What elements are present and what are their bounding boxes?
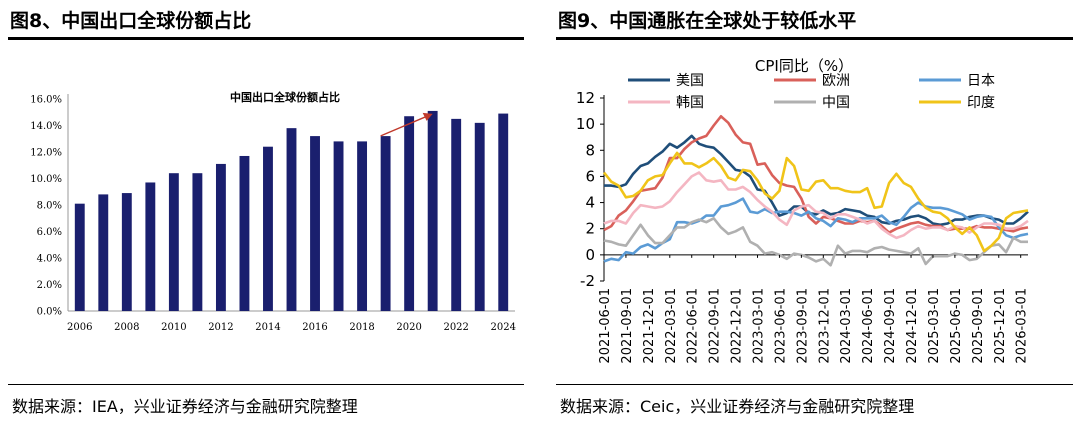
- x-tick-label: 2024-12-01: [905, 288, 920, 364]
- x-tick-label: 2025-06-01: [949, 288, 964, 364]
- legend-label: 印度: [967, 95, 995, 111]
- bar-2021: [427, 110, 438, 311]
- bar-2015: [286, 128, 297, 311]
- x-tick-label: 2023-06-01: [773, 288, 788, 364]
- y-tick-label: 6: [585, 167, 595, 185]
- figure-8-title: 图8、中国出口全球份额占比: [10, 10, 252, 32]
- bar-2010: [168, 173, 179, 311]
- legend-label: 欧洲: [822, 73, 850, 89]
- y-tick-label: 14.0%: [30, 121, 62, 132]
- bar-chart: 中国出口全球份额占比 0.0% 2.0% 4.0% 6.0% 8.0% 10.0% 12.0%…: [30, 90, 516, 333]
- bar-2022: [451, 118, 462, 311]
- y-tick-label: 0: [585, 246, 595, 264]
- x-tick-label: 2012: [208, 322, 233, 333]
- bar-2020: [404, 116, 415, 311]
- x-tick-label: 2022-03-01: [664, 288, 679, 364]
- legend-label: 美国: [676, 73, 704, 89]
- figure-9-bottom-rule: [556, 384, 1073, 385]
- x-tick-label: 2021-09-01: [620, 288, 635, 364]
- y-tick-label: 12.0%: [30, 148, 62, 159]
- figure-9-top-rule: [556, 37, 1073, 40]
- x-tick-label: 2025-03-01: [927, 288, 942, 364]
- x-tick-label: 2022-06-01: [686, 288, 701, 364]
- bar-2009: [145, 182, 156, 311]
- x-tick-label: 2026-03-01: [1015, 288, 1030, 364]
- bar-2019: [380, 136, 391, 311]
- y-tick-label: 2: [585, 220, 595, 238]
- bar-2013: [239, 155, 250, 311]
- x-tick-label: 2021-06-01: [598, 288, 613, 364]
- line-chart-title: CPI同比（%）: [755, 57, 853, 75]
- x-tick-label: 2006: [67, 322, 92, 333]
- bar-2007: [98, 194, 109, 311]
- x-tick-label: 2021-12-01: [642, 288, 657, 364]
- x-tick-label: 2025-12-01: [993, 288, 1008, 364]
- bar-2008: [121, 193, 132, 311]
- bar-2018: [357, 141, 368, 311]
- y-tick-label: 4: [585, 194, 595, 212]
- bar-2023: [474, 122, 485, 311]
- y-tick-label: 4.0%: [37, 254, 62, 265]
- x-tick-label: 2023-12-01: [817, 288, 832, 364]
- y-tick-label: 10: [576, 115, 595, 133]
- series-line-5: [602, 151, 1029, 253]
- figure-8-panel: 图8、中国出口全球份额占比 中国出口全球份额占比 0.0% 2.0% 4.0% 6.0%…: [0, 0, 530, 421]
- x-tick-label: 2010: [161, 322, 186, 333]
- annotation-arrow-head: [422, 112, 433, 121]
- figure-8-bottom-rule: [8, 384, 524, 385]
- y-tick-label: 6.0%: [37, 227, 62, 238]
- x-tick-label: 2016: [302, 322, 327, 333]
- y-tick-label: 16.0%: [30, 95, 62, 106]
- bar-2014: [263, 146, 273, 311]
- x-tick-label: 2024-06-01: [861, 288, 876, 364]
- y-tick-label: 10.0%: [30, 174, 62, 185]
- legend-label: 日本: [967, 73, 995, 89]
- x-tick-label: 2022: [443, 322, 468, 333]
- y-tick-label: 8.0%: [37, 201, 62, 212]
- y-tick-label: 2.0%: [37, 280, 62, 291]
- x-tick-label: 2014: [255, 322, 280, 333]
- series-line-2: [603, 197, 1029, 263]
- y-tick-label: -2: [580, 272, 595, 290]
- legend-label: 韩国: [676, 95, 704, 111]
- series-line-3: [603, 171, 1029, 240]
- y-tick-label: 0.0%: [37, 307, 62, 318]
- y-tick-label: 12: [576, 89, 595, 107]
- x-tick-label: 2022-12-01: [730, 288, 745, 364]
- figure-9-panel: 图9、中国通胀在全球处于较低水平 CPI同比（%） 美国 欧洲 日本韩国 中国 印度 -2 0…: [548, 0, 1079, 421]
- x-tick-label: 2024-09-01: [883, 288, 898, 364]
- x-tick-label: 2022-09-01: [708, 288, 723, 364]
- x-tick-label: 2020: [396, 322, 421, 333]
- bar-2006: [74, 203, 85, 311]
- x-tick-label: 2023-09-01: [795, 288, 810, 364]
- x-tick-label: 2018: [349, 322, 374, 333]
- figure-9-source: 数据来源：Ceic，兴业证券经济与金融研究院整理: [560, 397, 915, 416]
- bar-chart-title: 中国出口全球份额占比: [230, 90, 340, 104]
- annotation-arrow-shaft: [380, 115, 428, 137]
- bar-2011: [192, 173, 203, 311]
- figure-8-top-rule: [8, 37, 524, 40]
- x-tick-label: 2024: [491, 322, 516, 333]
- bar-2012: [215, 163, 226, 311]
- series-line-4: [603, 217, 1028, 267]
- x-tick-label: 2025-09-01: [971, 288, 986, 364]
- x-tick-label: 2023-03-01: [752, 288, 767, 364]
- bar-2016: [310, 136, 320, 311]
- x-tick-label: 2008: [114, 322, 139, 333]
- x-tick-label: 2024-03-01: [839, 288, 854, 364]
- y-tick-label: 8: [585, 141, 595, 159]
- figure-9-title: 图9、中国通胀在全球处于较低水平: [558, 10, 857, 32]
- bar-2024: [498, 113, 509, 311]
- series-line-0: [604, 134, 1029, 227]
- bar-2017: [333, 141, 344, 311]
- figure-8-source: 数据来源：IEA，兴业证券经济与金融研究院整理: [12, 397, 358, 416]
- legend-label: 中国: [822, 95, 850, 111]
